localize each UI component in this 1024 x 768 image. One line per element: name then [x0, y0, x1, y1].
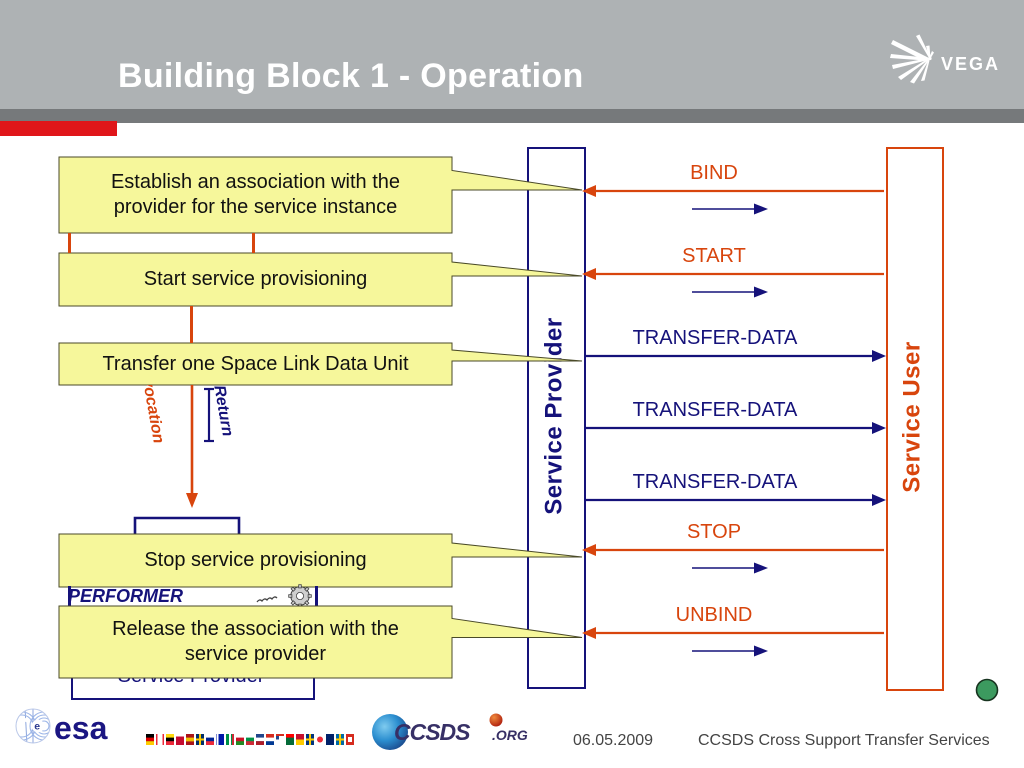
svg-text:CCSDS: CCSDS [394, 719, 471, 745]
svg-text:VEGA: VEGA [941, 54, 1000, 74]
svg-text:esa: esa [54, 710, 108, 746]
svg-text:e: e [34, 720, 40, 732]
svg-text:.ORG: .ORG [492, 727, 528, 743]
